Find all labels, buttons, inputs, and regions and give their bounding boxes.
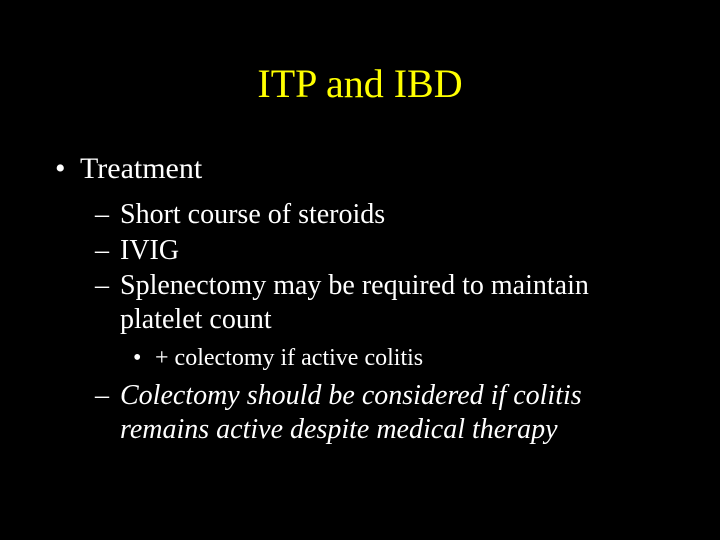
list-item: Colectomy should be considered if coliti… [120,379,670,446]
bullet-text: Splenectomy may be required to maintain … [120,270,589,335]
bullet-text: Treatment [80,152,202,185]
list-item: Splenectomy may be required to maintain … [120,269,670,373]
list-item: IVIG [120,234,670,268]
bullet-text: Short course of steroids [120,199,385,230]
bullet-list-level2: Short course of steroids IVIG Splenectom… [120,198,670,446]
bullet-list-level1: Treatment Short course of steroids IVIG … [80,152,670,446]
slide: ITP and IBD Treatment Short course of st… [0,0,720,540]
bullet-text: Colectomy should be considered if coliti… [120,380,582,445]
list-item: + colectomy if active colitis [155,344,670,373]
bullet-text: IVIG [120,235,179,266]
slide-title: ITP and IBD [50,60,670,107]
bullet-text: + colectomy if active colitis [155,345,423,371]
list-item: Treatment Short course of steroids IVIG … [80,152,670,446]
bullet-list-level3: + colectomy if active colitis [155,344,670,373]
list-item: Short course of steroids [120,198,670,232]
